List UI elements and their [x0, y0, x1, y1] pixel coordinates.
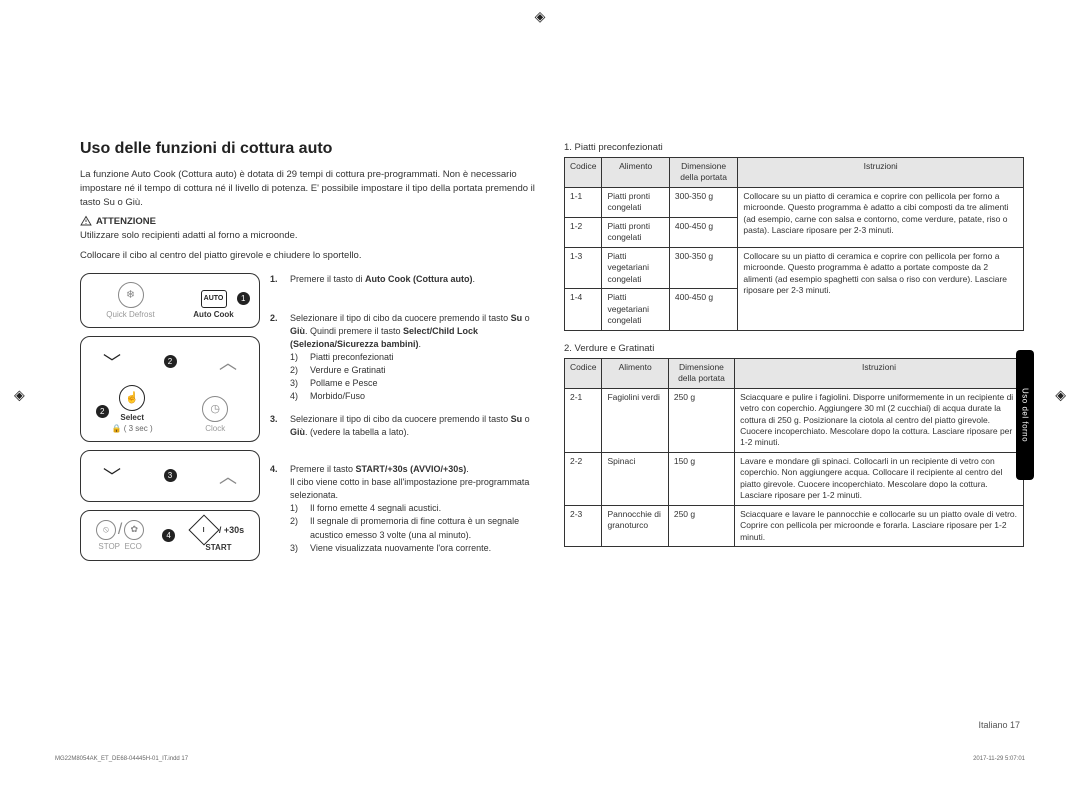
start-label: START: [205, 543, 231, 552]
table-row: 1-3Piatti vegetariani congelati300-350 g…: [565, 247, 1024, 288]
table-header: Alimento: [602, 358, 668, 388]
snowflake-icon: ❄: [118, 282, 144, 308]
panel-arrows-2: ﹀ 3 ︿: [80, 450, 260, 502]
table-row: 2-1Fagiolini verdi250 gSciacquare e puli…: [565, 388, 1024, 452]
lock-icon: 🔒: [112, 424, 122, 433]
panel-arrows-1: ﹀ 2 ︿ ☝ Select 🔒( 3 sec ) 2: [80, 336, 260, 442]
auto-icon: AUTO: [201, 290, 227, 308]
table-header: Dimensione della portata: [669, 158, 738, 188]
table-header: Istruzioni: [735, 358, 1024, 388]
intro-text: La funzione Auto Cook (Cottura auto) è d…: [80, 168, 540, 209]
table-row: 1-1Piatti pronti congelati300-350 gCollo…: [565, 187, 1024, 217]
table-2: CodiceAlimentoDimensione della portataIs…: [564, 358, 1024, 548]
attention-row: ATTENZIONE: [80, 215, 540, 227]
table-header: Alimento: [602, 158, 669, 188]
side-tab: Uso del forno: [1016, 350, 1034, 480]
step-body-1: Premere il tasto di Auto Cook (Cottura a…: [290, 273, 475, 286]
down-arrow-icon-2: ﹀: [103, 463, 121, 489]
step-body-2: Selezionare il tipo di cibo da cuocere p…: [290, 312, 540, 403]
clock-label: Clock: [205, 424, 225, 433]
panel-top: ❄ Quick Defrost AUTO Auto Cook 1: [80, 273, 260, 328]
step-body-3: Selezionare il tipo di cibo da cuocere p…: [290, 413, 540, 439]
table-header: Codice: [565, 358, 602, 388]
step-num-4: 4.: [270, 463, 284, 554]
plus30-label: / +30s: [219, 525, 244, 535]
badge-2: 2: [164, 355, 177, 368]
right-column: 1. Piatti preconfezionati CodiceAlimento…: [564, 140, 1024, 565]
badge-2b: 2: [96, 405, 109, 418]
table-row: 2-2Spinaci150 gLavare e mondare gli spin…: [565, 452, 1024, 505]
step-num-1: 1.: [270, 273, 284, 286]
page-footer: Italiano 17: [978, 720, 1020, 730]
crop-mark-right: ◈: [1055, 387, 1066, 404]
crop-mark-left: ◈: [14, 387, 25, 404]
section-title: Uso delle funzioni di cottura auto: [80, 140, 540, 158]
document-page: ◈ ◈ ◈ Uso delle funzioni di cottura auto…: [0, 0, 1080, 790]
warning-icon: [80, 215, 92, 227]
control-panel-col: ❄ Quick Defrost AUTO Auto Cook 1: [80, 273, 260, 565]
eco-icon: ✿: [124, 520, 144, 540]
step-body-4: Premere il tasto START/+30s (AVVIO/+30s)…: [290, 463, 540, 554]
table1-title: 1. Piatti preconfezionati: [564, 142, 1024, 153]
left-column: Uso delle funzioni di cottura auto La fu…: [80, 140, 540, 565]
badge-4: 4: [162, 529, 175, 542]
badge-3: 3: [164, 469, 177, 482]
footer-file: MG22M8054AK_ET_DE68-04445H-01_IT.indd 17: [55, 756, 188, 762]
table-row: 2-3Pannocchie di granoturco250 gSciacqua…: [565, 505, 1024, 546]
table-header: Codice: [565, 158, 602, 188]
steps-column: 1. Premere il tasto di Auto Cook (Cottur…: [270, 273, 540, 565]
attention-label: ATTENZIONE: [96, 216, 156, 227]
start-diamond-icon: I: [188, 514, 219, 545]
quick-defrost-label: Quick Defrost: [106, 310, 154, 319]
hand-icon: ☝: [119, 385, 145, 411]
table2-title: 2. Verdure e Gratinati: [564, 343, 1024, 354]
up-arrow-icon: ︿: [219, 349, 237, 375]
down-arrow-icon: ﹀: [103, 349, 121, 375]
table-1: CodiceAlimentoDimensione della portataIs…: [564, 157, 1024, 331]
crop-mark-top: ◈: [535, 8, 546, 25]
select-label: Select: [120, 413, 144, 422]
panel-start: ⦸ / ✿ STOP ECO 4 I / +30s: [80, 510, 260, 561]
table-header: Dimensione della portata: [668, 358, 734, 388]
footer-timestamp: 2017-11-29 5:07:01: [973, 756, 1025, 762]
stop-icon: ⦸: [96, 520, 116, 540]
step-num-3: 3.: [270, 413, 284, 439]
clock-icon: ◷: [202, 396, 228, 422]
attention-text: Utilizzare solo recipienti adatti al for…: [80, 229, 540, 243]
step-num-2: 2.: [270, 312, 284, 403]
table-header: Istruzioni: [738, 158, 1024, 188]
instruction-text: Collocare il cibo al centro del piatto g…: [80, 249, 540, 263]
auto-cook-label: Auto Cook: [193, 310, 233, 319]
up-arrow-icon-2: ︿: [219, 463, 237, 489]
lock-time: ( 3 sec ): [124, 424, 153, 433]
badge-1: 1: [237, 292, 250, 305]
